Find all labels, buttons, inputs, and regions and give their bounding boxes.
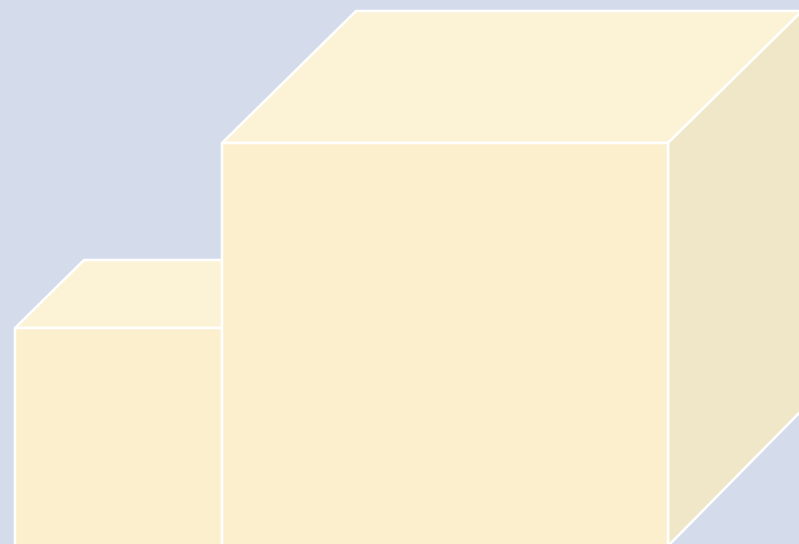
scene: [0, 0, 799, 544]
small-box-front: [15, 328, 222, 544]
large-box-front: [222, 143, 668, 544]
page: (() => { const data = JSON.parse(documen…: [0, 0, 799, 544]
